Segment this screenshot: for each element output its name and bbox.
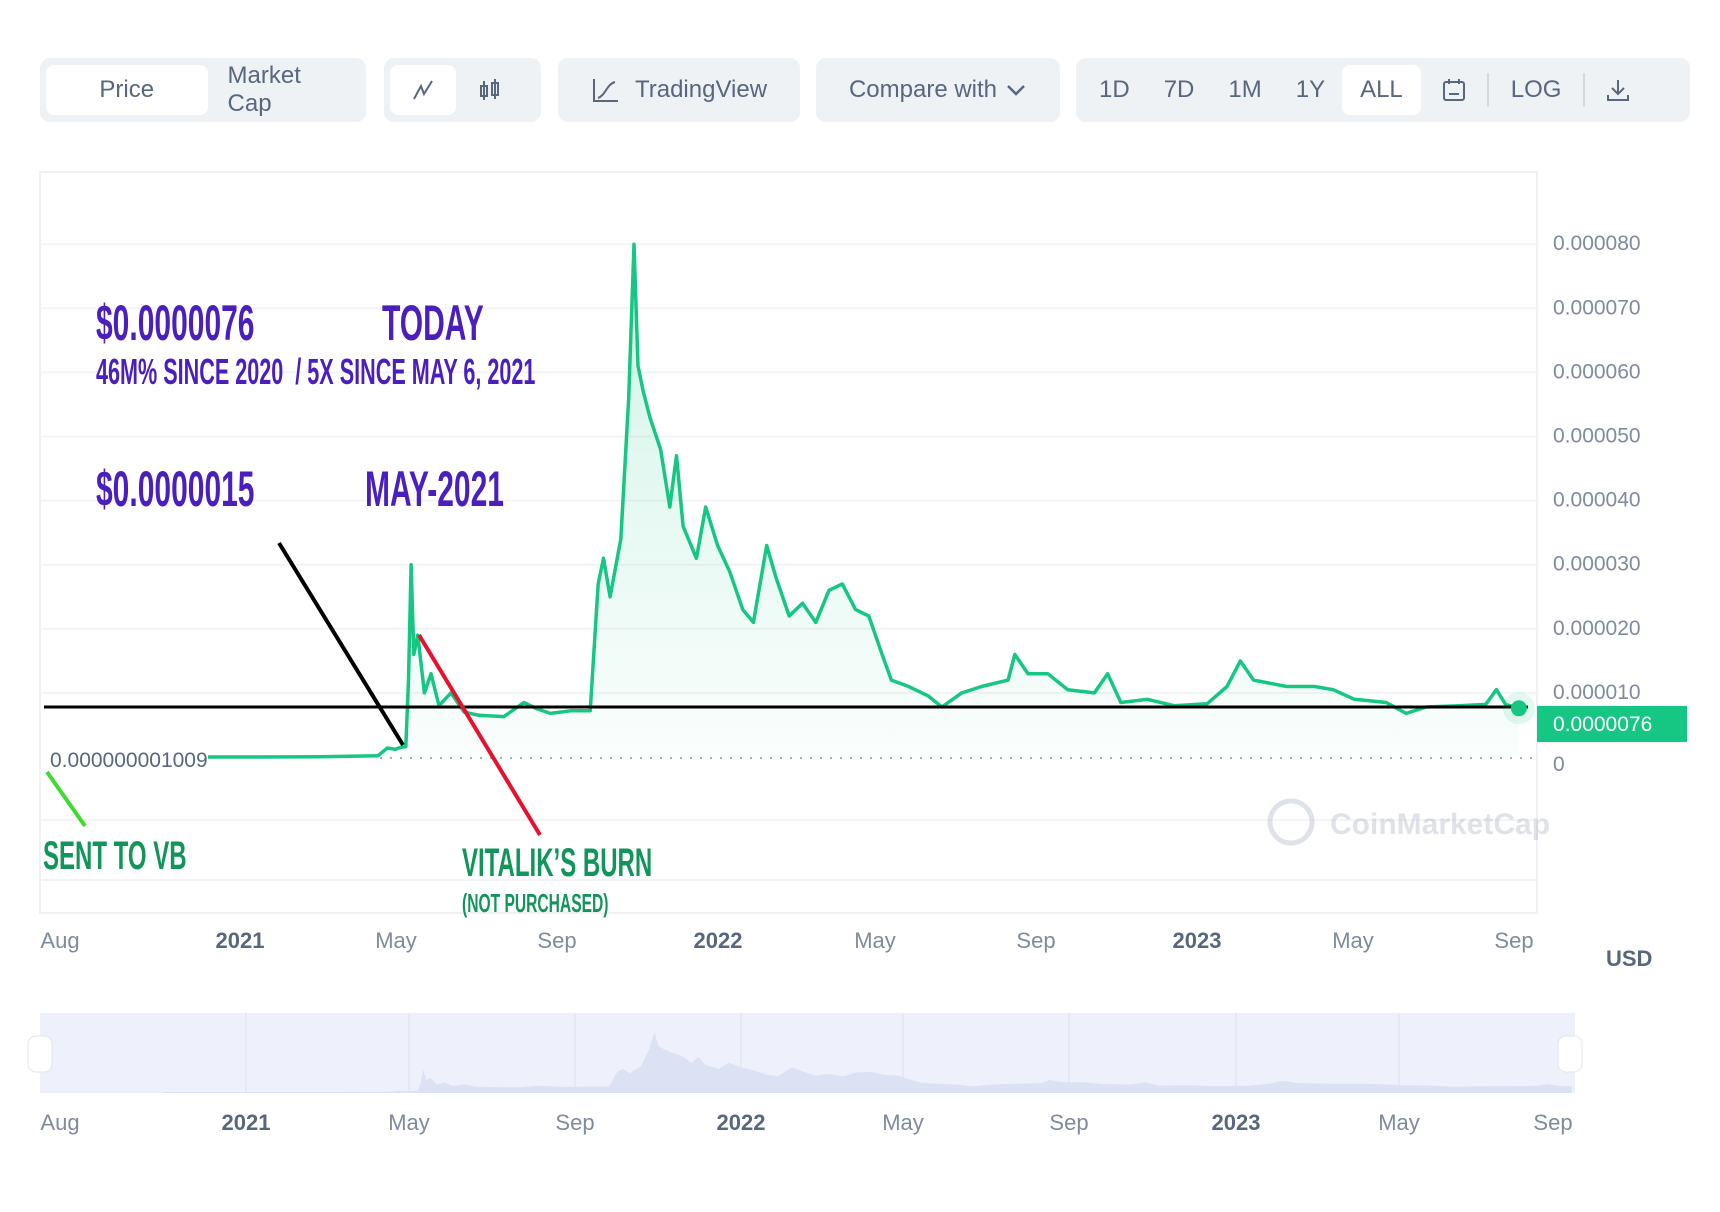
navigator-handle-left[interactable] bbox=[27, 1035, 53, 1073]
range-1d[interactable]: 1D bbox=[1099, 76, 1130, 103]
tradingview-button[interactable]: TradingView bbox=[558, 58, 800, 122]
x-tick-label: 2021 bbox=[216, 928, 265, 953]
sent-to-vb-annotation: SENT TO VB bbox=[43, 834, 187, 878]
download-button[interactable] bbox=[1585, 65, 1651, 115]
download-icon bbox=[1607, 80, 1630, 101]
x-tick-label: May bbox=[375, 928, 417, 953]
price-type-toggle: Price Market Cap bbox=[40, 58, 366, 122]
x-tick-label: Sep bbox=[1016, 928, 1055, 953]
x-tick-label: 2022 bbox=[694, 928, 743, 953]
coinmarketcap-watermark: CoinMarketCap bbox=[1267, 798, 1550, 846]
sent-to-vb-pointer-line bbox=[45, 770, 87, 828]
may-label-annotation: MAY-2021 bbox=[365, 461, 504, 517]
coinmarketcap-logo-icon bbox=[1267, 798, 1315, 846]
line-chart-button[interactable] bbox=[390, 65, 456, 115]
y-tick-label: 0.000010 bbox=[1553, 681, 1641, 704]
range-toolbar: 1D 7D 1M 1Y ALL LOG bbox=[1076, 58, 1690, 122]
vitalik-burn-annotation: VITALIK’S BURN bbox=[462, 841, 653, 885]
current-price-dot bbox=[1510, 700, 1527, 717]
x-tick-label: Sep bbox=[537, 928, 576, 953]
range-all[interactable]: ALL bbox=[1342, 65, 1421, 115]
calendar-button[interactable] bbox=[1421, 65, 1487, 115]
navigator-handle-right[interactable] bbox=[1557, 1035, 1583, 1073]
x-tick-label: Sep bbox=[1494, 928, 1533, 953]
market-cap-tab[interactable]: Market Cap bbox=[227, 62, 301, 117]
chevron-down-icon bbox=[1007, 85, 1025, 96]
currency-label: USD bbox=[1606, 946, 1652, 971]
x-tick-label: 2023 bbox=[1173, 928, 1222, 953]
navigator-tick-label: Sep bbox=[1049, 1110, 1088, 1135]
svg-text:CoinMarketCap: CoinMarketCap bbox=[1330, 808, 1550, 841]
divider bbox=[1486, 73, 1489, 107]
start-price-label: 0.000000001009 bbox=[50, 749, 208, 773]
y-axis: 0 0.000010 0.000020 0.000030 0.000040 0.00005… bbox=[1553, 232, 1641, 776]
candlestick-button[interactable] bbox=[456, 65, 522, 115]
x-tick-label: May bbox=[854, 928, 896, 953]
y-tick-label: 0.000080 bbox=[1553, 232, 1641, 255]
today-sub-annotation: 46M% SINCE 2020 / 5X SINCE MAY 6, 2021 bbox=[96, 351, 536, 392]
y-tick-label: 0.000050 bbox=[1553, 425, 1641, 448]
y-tick-label: 0 bbox=[1553, 753, 1565, 776]
tradingview-icon bbox=[592, 79, 618, 102]
navigator-tick-label: Aug bbox=[40, 1110, 79, 1135]
compare-label: Compare with bbox=[848, 76, 998, 103]
x-tick-label: Aug bbox=[40, 928, 79, 953]
navigator-tick-label: Sep bbox=[555, 1110, 594, 1135]
y-tick-label: 0.000020 bbox=[1553, 617, 1641, 640]
range-1y[interactable]: 1Y bbox=[1295, 76, 1326, 103]
navigator-tick-label: May bbox=[388, 1110, 430, 1135]
compare-with-dropdown[interactable]: Compare with bbox=[816, 58, 1060, 122]
may-price-annotation: $0.0000015 bbox=[96, 461, 255, 517]
calendar-icon bbox=[1442, 79, 1465, 101]
range-1m[interactable]: 1M bbox=[1228, 76, 1262, 103]
navigator-tick-label: 2022 bbox=[717, 1110, 766, 1135]
navigator-axis: Aug 2021 May Sep 2022 May Sep 2023 May Sep bbox=[40, 1110, 1572, 1135]
navigator-tick-label: May bbox=[882, 1110, 924, 1135]
log-scale-toggle[interactable]: LOG bbox=[1510, 76, 1562, 103]
divider bbox=[1583, 73, 1586, 107]
current-price-tag bbox=[1537, 706, 1687, 742]
line-chart-icon bbox=[413, 80, 433, 100]
current-price-label: 0.0000076 bbox=[1553, 713, 1652, 736]
not-purchased-annotation: (NOT PURCHASED) bbox=[462, 888, 609, 918]
navigator-tick-label: May bbox=[1378, 1110, 1420, 1135]
x-axis: Aug 2021 May Sep 2022 May Sep 2023 May Sep bbox=[40, 928, 1533, 953]
navigator-tick-label: 2021 bbox=[222, 1110, 271, 1135]
plot-area bbox=[39, 171, 1538, 914]
y-tick-label: 0.000040 bbox=[1553, 489, 1641, 512]
chart-type-toggle bbox=[384, 58, 541, 122]
navigator-tick-label: Sep bbox=[1533, 1110, 1572, 1135]
today-price-annotation: $0.0000076 bbox=[96, 295, 255, 351]
today-label-annotation: TODAY bbox=[382, 295, 484, 351]
may-2021-pointer-line bbox=[277, 541, 405, 747]
price-tab[interactable]: Price bbox=[46, 65, 208, 115]
navigator-area bbox=[163, 1032, 1572, 1093]
candlestick-icon bbox=[480, 79, 499, 100]
tradingview-label: TradingView bbox=[634, 76, 768, 103]
navigator-tick-label: 2023 bbox=[1212, 1110, 1261, 1135]
y-tick-label: 0.000070 bbox=[1553, 296, 1641, 319]
x-tick-label: May bbox=[1332, 928, 1374, 953]
vitalik-burn-pointer-line bbox=[417, 633, 542, 837]
y-tick-label: 0.000060 bbox=[1553, 360, 1641, 383]
y-tick-label: 0.000030 bbox=[1553, 553, 1641, 576]
range-7d[interactable]: 7D bbox=[1163, 76, 1195, 103]
